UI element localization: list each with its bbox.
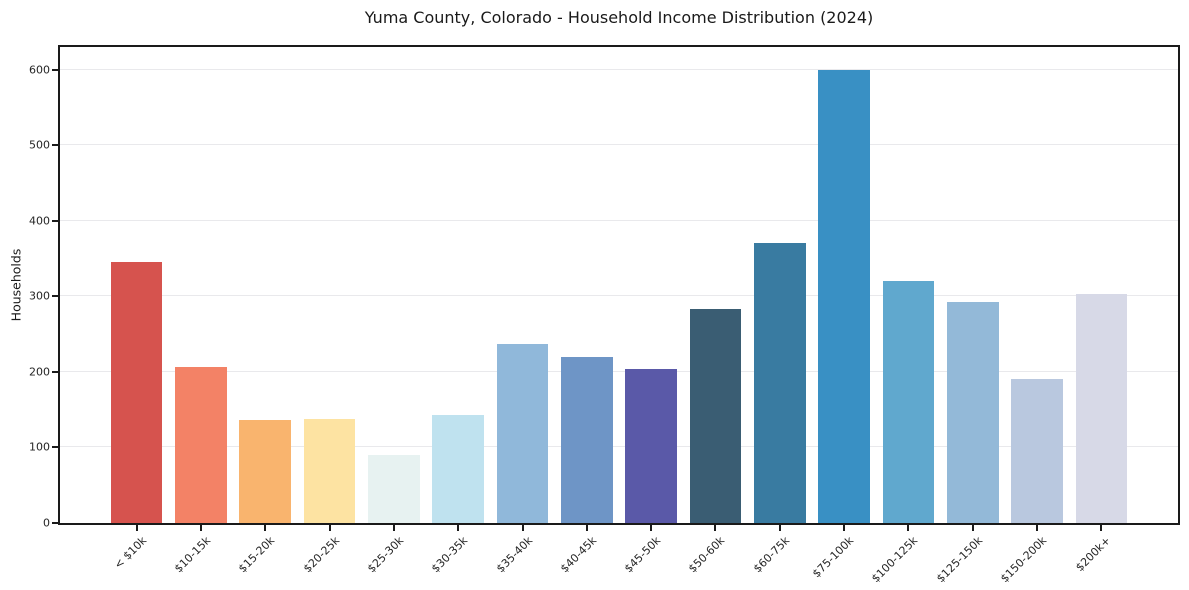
x-tick-label: $50-60k xyxy=(686,534,728,576)
y-tick-mark xyxy=(52,295,58,298)
x-tick-mark xyxy=(971,525,974,531)
x-tick-mark xyxy=(392,525,395,531)
y-tick-mark xyxy=(52,370,58,373)
x-tick-label: $200k+ xyxy=(1073,534,1114,575)
x-tick-label: $15-20k xyxy=(236,534,278,576)
bar-50-60k xyxy=(689,309,742,523)
bar-15-20k xyxy=(239,420,291,523)
y-tick-mark xyxy=(52,144,58,147)
plot-area xyxy=(58,45,1180,525)
x-tick-label: $45-50k xyxy=(622,534,664,576)
x-tick-label: $25-30k xyxy=(364,534,407,576)
bar-75-100k xyxy=(818,70,870,523)
x-tick-label: $125-150k xyxy=(933,534,985,586)
bar-10-15k xyxy=(175,366,227,523)
x-tick-mark xyxy=(328,525,331,531)
gridline xyxy=(60,68,1178,70)
bar-125-150k xyxy=(947,301,999,523)
bar-35-40k xyxy=(496,343,549,523)
y-tick-label: 100 xyxy=(29,440,50,454)
bar-200k xyxy=(1075,294,1128,523)
y-tick-mark xyxy=(52,68,58,71)
x-tick-label: $35-40k xyxy=(493,534,535,576)
y-tick-label: 200 xyxy=(29,365,50,379)
bar-150-200k xyxy=(1011,379,1063,523)
x-tick-mark xyxy=(1100,525,1103,531)
bar-45-50k xyxy=(625,368,677,523)
x-tick-label: $150-200k xyxy=(998,534,1050,586)
x-tick-label: $10-15k xyxy=(171,534,214,576)
x-tick-label: $40-45k xyxy=(557,534,600,576)
bar-100-125k xyxy=(882,281,935,523)
y-tick-mark xyxy=(52,219,58,222)
chart-title: Yuma County, Colorado - Household Income… xyxy=(364,8,874,27)
x-tick-mark xyxy=(907,525,910,531)
gridline xyxy=(60,370,1178,372)
x-tick-label: $100-125k xyxy=(869,534,921,586)
gridline xyxy=(60,144,1178,146)
y-tick-mark xyxy=(52,446,58,449)
y-tick-label: 600 xyxy=(29,63,50,77)
bar-40-45k xyxy=(561,356,613,523)
bar-25-30k xyxy=(368,455,420,523)
x-tick-label: $30-35k xyxy=(429,534,471,576)
y-axis-label: Households xyxy=(8,248,24,322)
x-tick-label: $60-75k xyxy=(750,534,793,576)
y-tick-label: 300 xyxy=(29,289,50,303)
x-tick-mark xyxy=(585,525,588,531)
bar-60-75k xyxy=(754,243,806,523)
x-tick-mark xyxy=(843,525,846,531)
gridline xyxy=(60,219,1178,221)
y-tick-label: 400 xyxy=(29,214,50,228)
gridline xyxy=(60,295,1178,297)
x-tick-mark xyxy=(135,525,138,531)
x-tick-mark xyxy=(1036,525,1039,531)
x-tick-mark xyxy=(199,525,202,531)
y-tick-mark xyxy=(52,522,58,524)
bar-30-35k xyxy=(432,414,484,523)
x-tick-label: $75-100k xyxy=(810,534,857,581)
y-tick-label: 0 xyxy=(43,516,50,530)
bar-10k xyxy=(110,262,163,523)
x-tick-mark xyxy=(778,525,781,531)
bar-20-25k xyxy=(303,418,356,523)
x-tick-label: $20-25k xyxy=(300,534,342,576)
x-tick-mark xyxy=(264,525,267,531)
gridline xyxy=(60,446,1178,448)
y-tick-label: 500 xyxy=(29,138,50,152)
x-tick-mark xyxy=(714,525,717,531)
x-tick-mark xyxy=(650,525,653,531)
x-tick-mark xyxy=(521,525,524,531)
x-tick-mark xyxy=(457,525,460,531)
x-tick-label: < $10k xyxy=(111,534,149,572)
